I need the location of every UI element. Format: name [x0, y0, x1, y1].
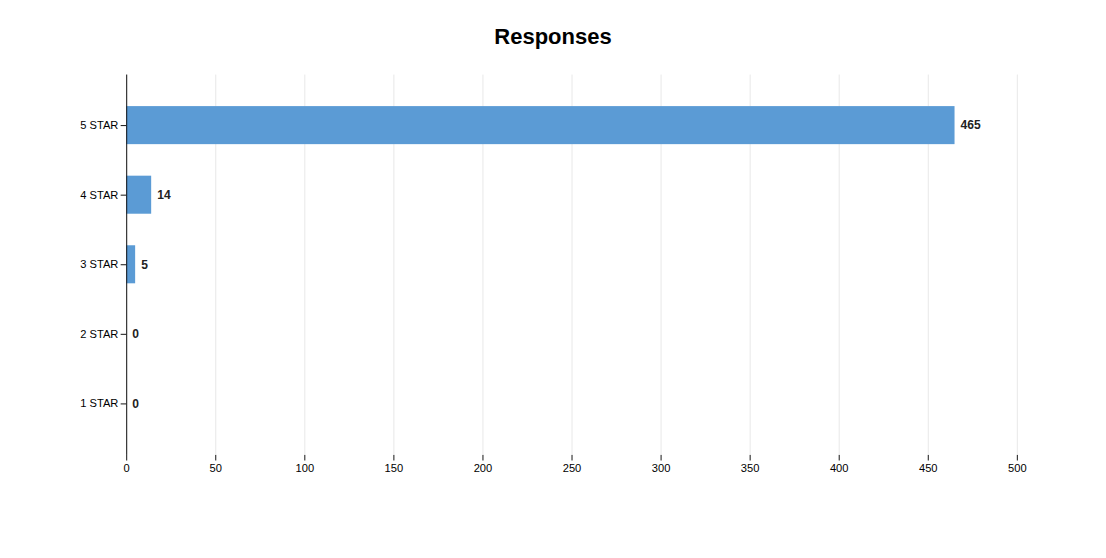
svg-text:5 STAR: 5 STAR: [80, 119, 118, 131]
svg-text:4 STAR: 4 STAR: [80, 189, 118, 201]
svg-text:3 STAR: 3 STAR: [80, 258, 118, 270]
svg-text:500: 500: [1008, 462, 1027, 474]
svg-text:465: 465: [961, 118, 981, 132]
svg-text:0: 0: [132, 397, 139, 411]
svg-text:250: 250: [563, 462, 582, 474]
svg-text:200: 200: [474, 462, 493, 474]
html-text:Responses: Responses: [494, 24, 612, 49]
svg-text:14: 14: [157, 188, 171, 202]
svg-text:5: 5: [141, 258, 148, 272]
svg-text:350: 350: [741, 462, 760, 474]
svg-text:100: 100: [296, 462, 315, 474]
svg-text:450: 450: [919, 462, 938, 474]
svg-text:1 STAR: 1 STAR: [80, 397, 118, 409]
svg-text:0: 0: [124, 462, 130, 474]
svg-text:2 STAR: 2 STAR: [80, 328, 118, 340]
svg-text:400: 400: [830, 462, 849, 474]
svg-text:150: 150: [385, 462, 404, 474]
svg-text:300: 300: [652, 462, 671, 474]
svg-text:0: 0: [132, 327, 139, 341]
svg-text:50: 50: [210, 462, 222, 474]
